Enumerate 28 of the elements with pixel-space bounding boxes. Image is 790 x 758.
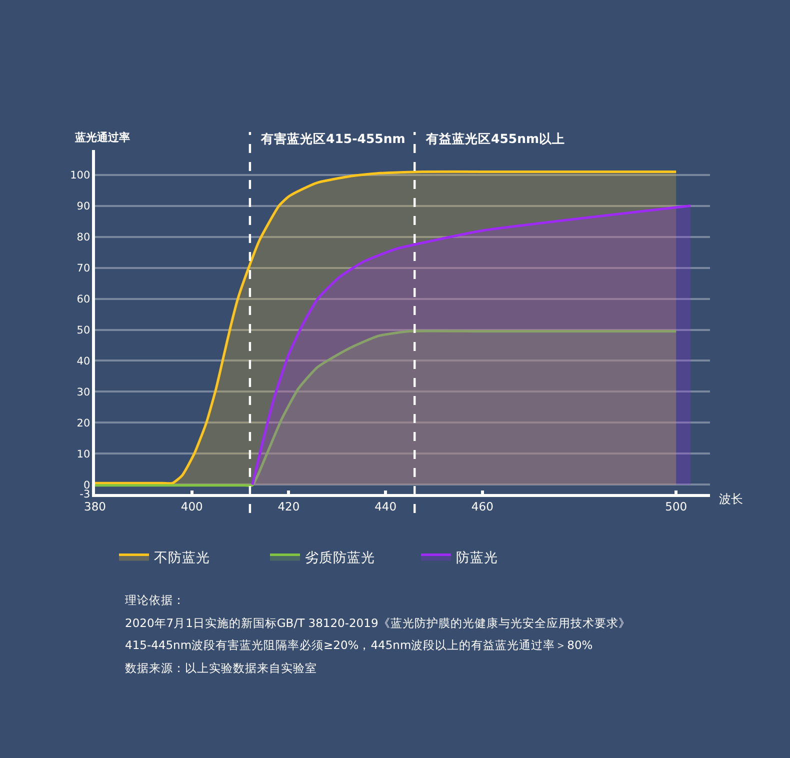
y-tick-label: 20 [76, 417, 90, 430]
legend-label: 防蓝光 [456, 550, 498, 566]
ref-line-label: 有害蓝光区415-455nm [260, 131, 406, 146]
y-tick-label: 50 [76, 324, 90, 336]
y-tick-label: 30 [76, 386, 90, 398]
x-tick-label: 400 [180, 500, 203, 514]
text: 415-445nm波段有害蓝光阻隔率必须≥20%，445nm波段以上的有益蓝光通过率＞80% [125, 638, 593, 652]
y-tick-label: 40 [76, 355, 90, 368]
y-tick-label: 80 [76, 231, 90, 244]
x-tick-label: 440 [374, 500, 397, 514]
source-note: 数据来源：以上实验数据来自实验室 [125, 661, 317, 675]
y-tick-label: 90 [76, 200, 90, 212]
legend-label: 不防蓝光 [154, 550, 210, 566]
y-axis-title: 蓝光通过率 [74, 131, 130, 144]
x-tick-label: 500 [665, 500, 688, 514]
legend-label: 劣质防蓝光 [305, 550, 375, 566]
x-tick-label: 380 [84, 500, 106, 514]
x-axis-title: 波长 [719, 492, 743, 506]
text: 理论依据： [125, 593, 185, 607]
x-tick-label: 420 [278, 500, 300, 514]
text: 2020年7月1日实施的新国标GB/T 38120-2019《蓝光防护膜的光健康与光安全应用技术要求》 [125, 616, 630, 630]
y-tick-label: 60 [76, 293, 90, 306]
y-tick-label: 70 [76, 262, 90, 274]
ref-line-label: 有益蓝光区455nm以上 [425, 131, 566, 146]
y-tick-label: 10 [76, 448, 90, 460]
x-tick-label: 460 [471, 500, 494, 514]
y-tick-label: -3 [80, 488, 90, 501]
y-tick-label: 100 [70, 169, 90, 182]
